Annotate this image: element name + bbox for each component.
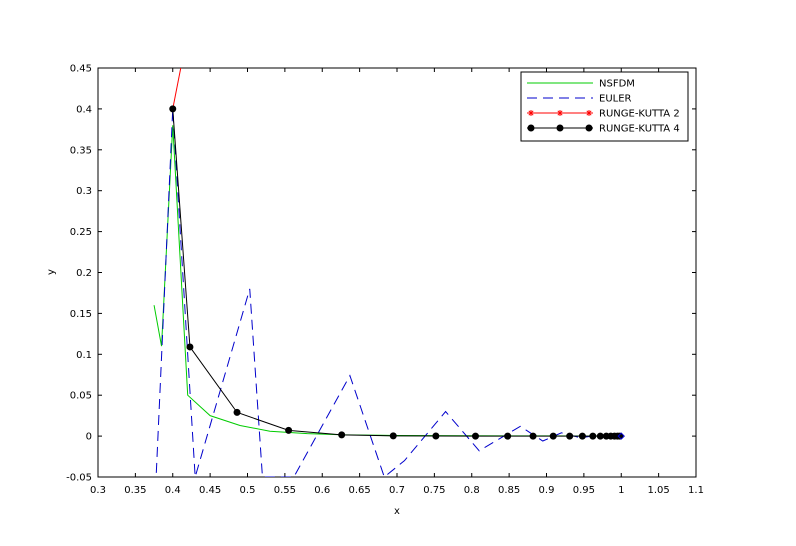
data-point [549,432,557,440]
y-tick-label: 0.35 [70,145,92,156]
y-tick-label: 0.25 [70,227,92,238]
data-point [432,432,440,440]
x-tick-label: 0.45 [199,485,221,496]
x-tick-label: 0.75 [423,485,445,496]
legend-marker [556,124,564,132]
x-tick-label: 0.5 [240,485,256,496]
y-tick-label: 0.15 [70,309,92,320]
data-point [566,432,574,440]
x-tick-label: 0.55 [274,485,296,496]
series-line-2 [172,68,182,109]
legend: NSFDM EULER RUNGE-KUTTA 2 RUNGE-KUTTA 4 [520,71,689,142]
legend-label: RUNGE-KUTTA 2 [599,109,680,120]
y-tick-label: 0.2 [76,268,92,279]
data-point [285,426,293,434]
legend-box [520,71,689,142]
x-tick-label: 0.6 [314,485,330,496]
y-axis-label: y [46,269,57,275]
data-point [616,432,624,440]
x-tick-label: 0.65 [348,485,370,496]
marker-layer [169,49,625,440]
x-tick-label: 0.95 [573,485,595,496]
data-point [389,432,397,440]
legend-label: EULER [599,94,632,105]
series-line-1 [155,108,622,477]
data-point [578,432,586,440]
x-axis: 0.3 0.35 0.4 0.45 0.5 0.55 0.6 0.65 0.7 0.75 0.8 0.… [90,68,704,496]
series-line-3 [172,108,620,437]
legend-marker [586,110,592,116]
end-point-marker [617,432,625,440]
legend-marker [585,124,593,132]
y-tick-label: 0.45 [70,64,92,75]
y-tick-label: 0.05 [70,391,92,402]
x-tick-label: 1 [618,485,624,496]
x-axis-label: x [394,506,400,517]
x-tick-label: 0.7 [389,485,405,496]
x-tick-label: 0.3 [90,485,106,496]
data-point [233,408,241,416]
data-point [181,49,187,55]
x-tick-label: 0.9 [539,485,555,496]
data-point [471,432,479,440]
legend-label: RUNGE-KUTTA 4 [599,124,680,135]
legend-marker [557,110,563,116]
series-line-0 [153,125,622,437]
x-tick-label: 0.8 [464,485,480,496]
x-tick-label: 0.35 [124,485,146,496]
data-point [596,432,604,440]
y-tick-label: 0.4 [76,104,92,115]
legend-marker [528,110,534,116]
y-tick-label: 0.1 [76,350,92,361]
x-tick-label: 1.1 [688,485,704,496]
y-axis: -0.05 0 0.05 0.1 0.15 0.2 0.25 0.3 0.35 0.4 0.45 [66,64,696,484]
y-tick-label: -0.05 [66,473,92,484]
data-point [186,343,194,351]
data-point [338,431,346,439]
data-point [169,105,177,113]
data-point [529,432,537,440]
x-tick-label: 1.05 [647,485,669,496]
data-point [589,432,597,440]
legend-marker [527,124,535,132]
x-tick-label: 0.4 [165,485,181,496]
legend-label: NSFDM [599,79,635,90]
data-point [504,432,512,440]
x-tick-label: 0.85 [498,485,520,496]
y-tick-label: 0.3 [76,186,92,197]
y-tick-label: 0 [86,432,92,443]
